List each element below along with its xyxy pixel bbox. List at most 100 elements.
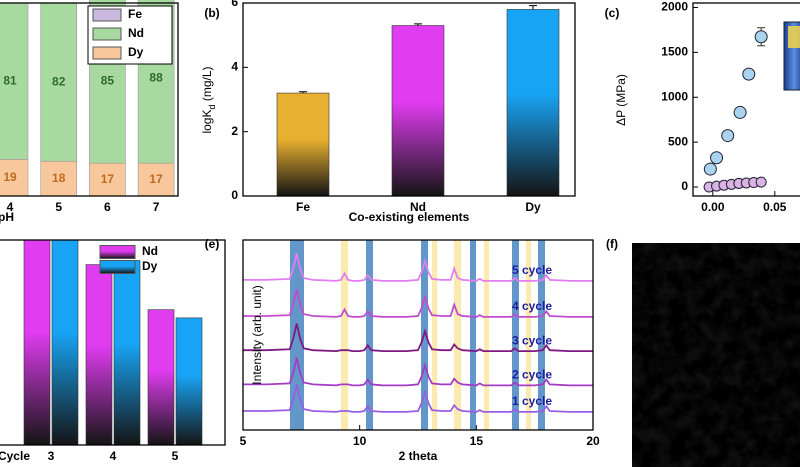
panel-label: (e) xyxy=(205,237,220,251)
bar xyxy=(147,309,175,446)
x-axis-label: 2 theta xyxy=(399,449,438,463)
micrograph: (f) xyxy=(606,237,800,467)
plot-frame xyxy=(0,239,226,446)
x-tick-label: 5 xyxy=(172,449,179,463)
value-label: 19 xyxy=(3,170,17,184)
point xyxy=(721,129,735,143)
y-tick-label: 1000 xyxy=(661,89,688,103)
band xyxy=(290,240,304,430)
x-axis-label: pH xyxy=(0,210,14,224)
x-tick-label: 0.05 xyxy=(763,200,787,214)
series-label: 1 cycle xyxy=(512,394,552,408)
series-label: 2 cycle xyxy=(512,368,552,382)
x-tick-label: 20 xyxy=(586,434,600,448)
legend-swatch xyxy=(99,260,136,274)
legend-label: Dy xyxy=(128,45,144,59)
line xyxy=(243,289,593,318)
panel-label: (c) xyxy=(605,6,620,20)
value-label: 88 xyxy=(149,70,163,84)
y-axis-label-part: logK xyxy=(200,110,214,134)
legend-swatch xyxy=(92,8,122,22)
band xyxy=(454,240,461,430)
band xyxy=(512,240,519,430)
y-tick-label: 500 xyxy=(668,134,688,148)
point xyxy=(755,176,767,188)
error-bar xyxy=(529,5,537,10)
cylinder-label xyxy=(788,26,800,48)
y-tick-label: 2000 xyxy=(661,0,688,14)
bar xyxy=(113,260,141,446)
y-tick-label: 0 xyxy=(681,179,688,193)
panel-label: (b) xyxy=(204,6,219,20)
value-label: 81 xyxy=(3,73,17,87)
x-tick-label: 0.00 xyxy=(701,200,725,214)
bar-segment xyxy=(0,2,29,160)
x-tick-label: 6 xyxy=(104,200,111,214)
series-label: 4 cycle xyxy=(512,299,552,313)
y-tick-label: 2 xyxy=(231,124,238,138)
band xyxy=(470,240,476,430)
legend-label: Nd xyxy=(128,26,144,40)
bar xyxy=(391,25,445,197)
value-label: 82 xyxy=(52,74,66,88)
band xyxy=(538,240,545,430)
micrograph-texture xyxy=(632,243,800,467)
line xyxy=(243,253,593,282)
point xyxy=(703,162,717,176)
point xyxy=(710,151,724,165)
x-tick-label: Dy xyxy=(525,200,541,214)
y-axis-label-part: d xyxy=(207,104,217,109)
y-tick-label: 1500 xyxy=(661,45,688,59)
value-label: 85 xyxy=(101,73,115,87)
highlight-bands xyxy=(290,240,545,430)
x-tick-label: 5 xyxy=(55,200,62,214)
band xyxy=(366,240,373,430)
legend-swatch xyxy=(99,245,136,259)
point xyxy=(733,105,747,119)
legend-swatch xyxy=(92,27,122,41)
plot-frame xyxy=(692,2,800,197)
legend-label: Nd xyxy=(142,244,158,258)
x-tick-label: 3 xyxy=(48,449,55,463)
value-label: 17 xyxy=(149,172,163,186)
series-label: 3 cycle xyxy=(512,333,552,347)
y-tick-label: 0 xyxy=(231,188,238,202)
point xyxy=(742,67,756,81)
line xyxy=(243,323,593,353)
panel-label: (f) xyxy=(606,237,618,251)
x-tick-label: Nd xyxy=(410,200,426,214)
plot-frame xyxy=(242,239,594,431)
plot-frame xyxy=(0,2,179,197)
value-label: 17 xyxy=(101,172,115,186)
bar-segment xyxy=(40,2,78,162)
line xyxy=(243,384,593,413)
x-tick-label: 15 xyxy=(470,434,484,448)
error-bar xyxy=(414,23,422,26)
bar-segment xyxy=(137,162,175,197)
y-axis-label: ΔP (MPa) xyxy=(614,74,628,126)
band xyxy=(526,240,531,430)
x-tick-label: 4 xyxy=(7,200,14,214)
y-tick-label: 6 xyxy=(231,0,238,9)
y-tick-label: 4 xyxy=(231,60,238,74)
x-tick-label: 7 xyxy=(153,200,160,214)
bar xyxy=(23,239,51,446)
band xyxy=(341,240,348,430)
inset-cylinder xyxy=(783,21,800,91)
series-label: 5 cycle xyxy=(512,263,552,277)
bar xyxy=(506,9,560,197)
bar xyxy=(175,317,203,446)
value-label: 18 xyxy=(52,171,66,185)
legend-swatch xyxy=(92,46,122,60)
bar xyxy=(51,239,79,446)
bar xyxy=(276,92,330,197)
bar xyxy=(85,264,113,446)
legend-label: Dy xyxy=(142,259,158,273)
band xyxy=(484,240,489,430)
y-axis-label: logKd (mg/L) xyxy=(200,66,217,133)
legend-label: Fe xyxy=(128,7,142,21)
y-axis-label: Intensity (arb. unit) xyxy=(250,285,264,384)
plot-frame xyxy=(242,2,576,197)
